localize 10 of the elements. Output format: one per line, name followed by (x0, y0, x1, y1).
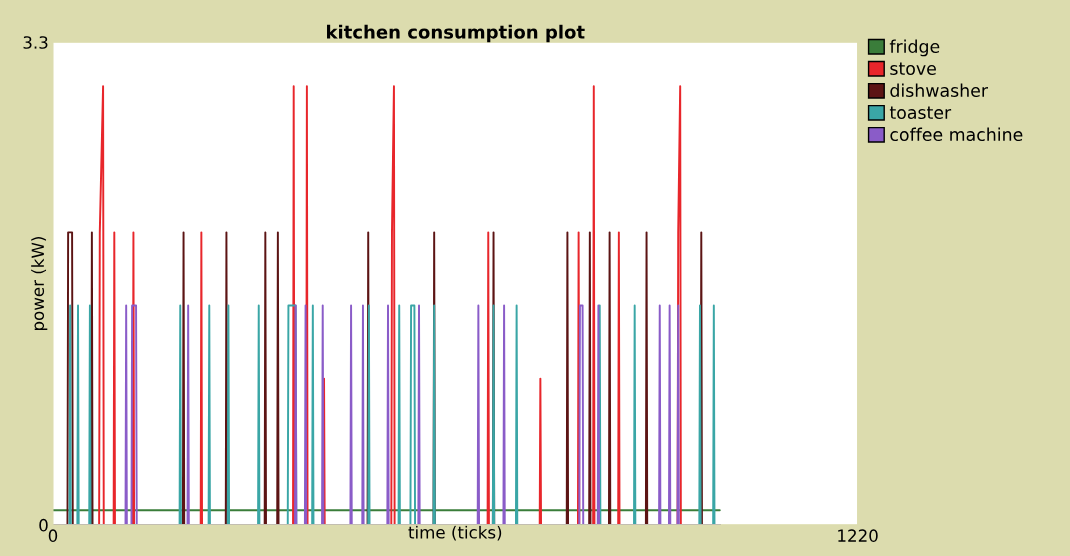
chart-title: kitchen consumption plot (327, 24, 585, 43)
legend-label: toaster (889, 106, 952, 120)
x-axis-title: time (ticks) (408, 525, 502, 541)
y-tick-label: 3.3 (23, 36, 48, 49)
legend-label: dishwasher (890, 83, 988, 98)
y-axis-title: power (kW) (31, 237, 48, 331)
legend-label: stove (890, 62, 936, 75)
x-tick-label: 1220 (838, 529, 878, 542)
legend-label: fridge (889, 39, 940, 57)
legend-label: coffee machine (890, 127, 1023, 142)
